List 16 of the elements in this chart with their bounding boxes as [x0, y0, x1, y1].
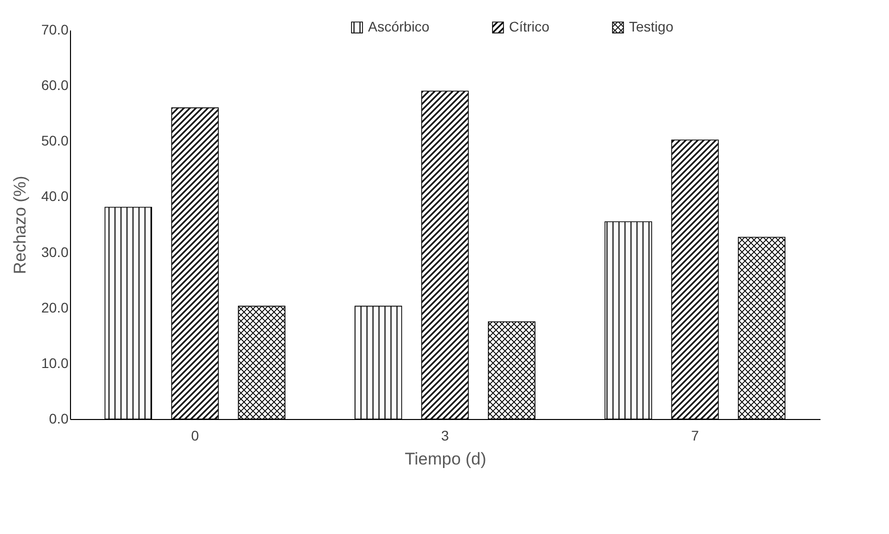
- y-tick-label: 10.0: [41, 354, 69, 371]
- y-tick-label: 50.0: [41, 132, 69, 149]
- legend-label: Testigo: [629, 18, 674, 34]
- x-tick-label: 0: [191, 428, 200, 444]
- y-tick-label: 0.0: [49, 410, 69, 426]
- legend-label: Ascórbico: [368, 18, 430, 34]
- y-tick-label: 20.0: [41, 299, 69, 316]
- x-axis-title: Tiempo (d): [404, 450, 486, 468]
- legend-label: Cítrico: [509, 18, 550, 34]
- y-tick-label: 60.0: [41, 77, 69, 94]
- x-tick-label: 3: [441, 428, 450, 444]
- y-tick-label: 40.0: [41, 188, 69, 204]
- y-tick-label: 30.0: [41, 244, 69, 260]
- x-tick-label: 7: [691, 428, 700, 444]
- y-tick-label: 70.0: [41, 22, 69, 38]
- y-axis-title: Rechazo (%): [10, 176, 30, 274]
